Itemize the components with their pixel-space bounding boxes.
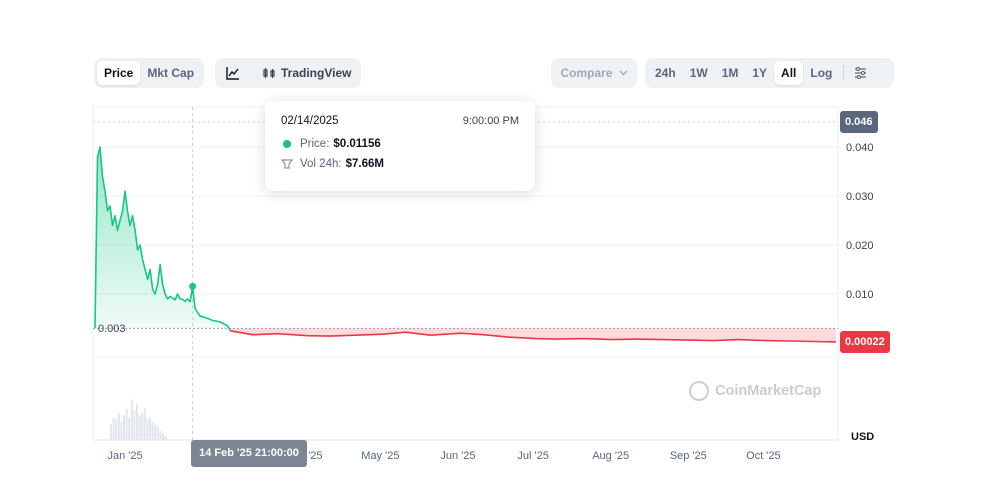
watermark: CoinMarketCap <box>689 381 821 401</box>
tab-price[interactable]: Price <box>97 61 141 85</box>
volume-bar <box>110 424 112 440</box>
volume-bar <box>125 408 128 440</box>
range-1m[interactable]: 1M <box>721 66 739 80</box>
price-lines <box>94 146 837 343</box>
volume-bars <box>110 399 167 440</box>
volume-bar <box>159 431 162 440</box>
volume-bar <box>112 417 115 440</box>
x-tick-label: Oct '25 <box>746 450 781 462</box>
tooltip-price-value: $0.01156 <box>333 138 381 150</box>
volume-bar <box>138 415 141 440</box>
range-1w[interactable]: 1W <box>689 66 708 80</box>
tooltip-price-label: Price: <box>300 138 330 150</box>
volume-bar <box>133 410 136 440</box>
compare-dropdown[interactable]: Compare <box>551 58 637 88</box>
hover-date-label: 14 Feb '25 21:00:00 <box>191 440 307 467</box>
y-tick-label: 0.030 <box>846 191 874 203</box>
range-selector: 24h 1W 1M 1Y All Log <box>645 58 894 88</box>
volume-bar <box>130 399 133 440</box>
volume-bar <box>128 417 131 440</box>
tab-mkt-cap[interactable]: Mkt Cap <box>147 66 195 80</box>
volume-bar <box>141 413 144 440</box>
hover-point <box>189 282 197 290</box>
x-tick-label: Jun '25 <box>440 450 475 462</box>
tooltip-volume-value: $7.66M <box>345 158 384 170</box>
volume-bar <box>115 419 118 440</box>
x-tick-label: Aug '25 <box>592 450 629 462</box>
currency-label: USD <box>851 431 875 443</box>
range-all[interactable]: All <box>774 61 804 85</box>
log-toggle[interactable]: Log <box>810 66 833 80</box>
price-line-down <box>230 330 837 343</box>
divider <box>843 65 845 81</box>
coinmarketcap-logo-icon <box>689 381 709 401</box>
volume-icon <box>281 159 293 169</box>
green-area <box>95 147 231 331</box>
compare-label: Compare <box>560 66 613 80</box>
tooltip-date: 02/14/2025 <box>281 115 339 127</box>
volume-bar <box>164 435 167 440</box>
tooltip-time: 9:00:00 PM <box>462 115 519 127</box>
watermark-text: CoinMarketCap <box>715 383 822 399</box>
y-tick-label: 0.020 <box>846 240 874 252</box>
chevron-down-icon <box>619 70 627 76</box>
line-chart-icon <box>226 67 239 80</box>
price-tooltip: 02/14/2025 9:00:00 PM Price: $0.01156 Vo… <box>265 101 535 191</box>
volume-bar <box>143 408 146 440</box>
chart-markers <box>189 282 197 290</box>
volume-bar <box>156 426 159 440</box>
volume-bar <box>149 417 151 440</box>
tooltip-price-row: Price: $0.01156 <box>281 138 519 150</box>
tradingview-icon <box>263 68 275 78</box>
x-tick-label: Sep '25 <box>670 450 707 462</box>
red-area <box>230 328 836 342</box>
x-tick-label: Jan '25 <box>107 450 142 462</box>
volume-bar <box>123 415 125 440</box>
price-line-up <box>94 146 231 332</box>
current-price-tag: 0.00022 <box>840 331 890 353</box>
y-tick-label: 0.040 <box>846 142 874 154</box>
chart-tools: TradingView <box>215 58 361 88</box>
volume-bar <box>136 404 138 440</box>
x-tick-label: Jul '25 <box>517 450 548 462</box>
metric-toggle: Price Mkt Cap <box>94 58 204 88</box>
volume-bar <box>151 422 154 440</box>
tradingview-label: TradingView <box>281 66 352 80</box>
tooltip-volume-row: Vol 24h: $7.66M <box>281 158 519 170</box>
volume-bar <box>120 422 123 440</box>
range-1y[interactable]: 1Y <box>752 66 768 80</box>
settings-button[interactable] <box>848 61 873 85</box>
x-tick-label: May '25 <box>361 450 399 462</box>
volume-bar <box>154 424 157 440</box>
volume-bar <box>146 419 149 440</box>
volume-bar <box>162 433 164 440</box>
top-price-tag: 0.046 <box>840 111 878 133</box>
price-areas <box>95 147 836 342</box>
y-tick-label: 0.010 <box>846 289 874 301</box>
y-axis-ticks: 0.010 0.020 0.030 0.040 <box>846 142 874 301</box>
range-24h[interactable]: 24h <box>655 66 676 80</box>
sliders-icon <box>855 67 867 79</box>
baseline-label: 0.003 <box>98 323 126 335</box>
tooltip-volume-label: Vol 24h: <box>300 158 342 170</box>
line-chart-button[interactable] <box>218 61 248 85</box>
price-dot-icon <box>283 140 291 148</box>
tradingview-button[interactable]: TradingView <box>256 61 358 85</box>
volume-bar <box>117 413 120 440</box>
